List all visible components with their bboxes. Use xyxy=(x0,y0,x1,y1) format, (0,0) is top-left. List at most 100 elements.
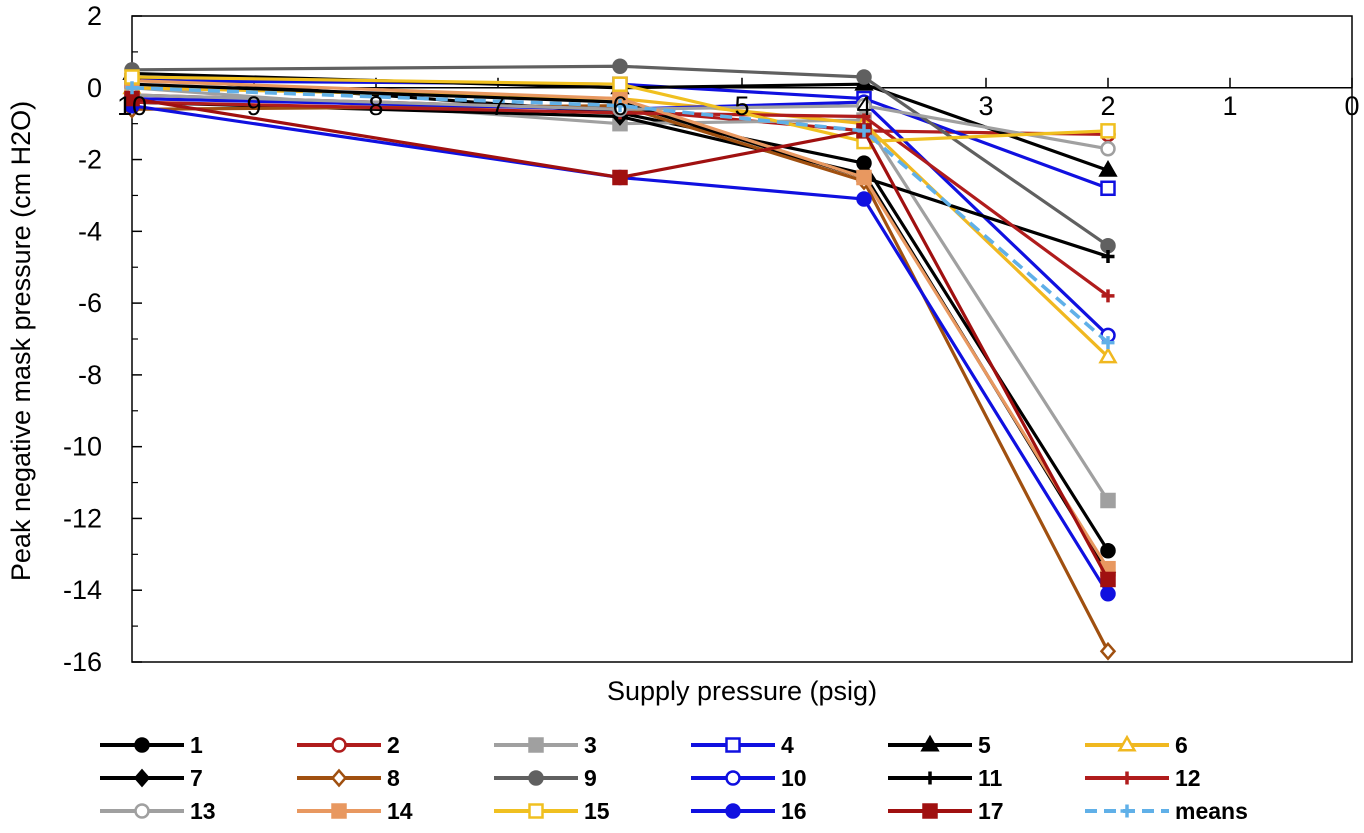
series-group xyxy=(122,58,1118,661)
data-point-3-3 xyxy=(1100,492,1116,509)
legend-marker xyxy=(331,737,347,753)
series-line-15 xyxy=(131,75,1109,144)
x-tick-label: 0 xyxy=(1344,91,1359,121)
legend-marker xyxy=(922,803,938,819)
data-point-9-1 xyxy=(612,58,628,74)
legend-marker xyxy=(920,734,940,752)
legend-item-16: 16 xyxy=(691,798,807,824)
data-point-15-3 xyxy=(1100,123,1116,139)
legend-marker xyxy=(528,803,544,819)
series-line-means xyxy=(131,85,1110,344)
x-tick-label: 1 xyxy=(1222,91,1237,121)
legend-item-7: 7 xyxy=(100,765,203,791)
legend-label: 4 xyxy=(781,732,794,758)
legend-label: 13 xyxy=(190,798,216,824)
series-line-9 xyxy=(131,64,1109,248)
legend-marker xyxy=(134,737,150,753)
legend-label: means xyxy=(1175,798,1248,824)
legend-label: 2 xyxy=(387,732,400,758)
series-line-11 xyxy=(131,82,1109,258)
legend-marker xyxy=(725,770,741,786)
legend-label: 16 xyxy=(781,798,807,824)
series-line-14 xyxy=(131,79,1110,570)
data-point-13-2 xyxy=(856,97,872,114)
legend-marker xyxy=(1120,771,1134,785)
data-point-11-3 xyxy=(1101,249,1115,263)
x-tick-label: 6 xyxy=(612,91,627,121)
x-tick-label: 5 xyxy=(734,91,749,121)
y-tick-label: -16 xyxy=(63,647,102,677)
y-axis-title: Peak negative mask pressure (cm H2O) xyxy=(6,101,36,581)
legend-item-17: 17 xyxy=(888,798,1004,824)
data-point-14-2 xyxy=(856,169,872,186)
x-axis-title: Supply pressure (psig) xyxy=(607,676,877,706)
legend-item-3: 3 xyxy=(494,732,597,758)
y-tick-label: -4 xyxy=(78,216,102,246)
series-17 xyxy=(124,90,1116,588)
legend-item-2: 2 xyxy=(297,732,400,758)
y-tick-label: -8 xyxy=(78,360,102,390)
y-tick-label: -6 xyxy=(78,288,102,318)
data-point-16-3 xyxy=(1100,586,1116,602)
data-point-15-1 xyxy=(612,76,628,92)
x-tick-label: 10 xyxy=(117,91,147,121)
legend-label: 7 xyxy=(190,765,203,791)
data-point-means-0 xyxy=(125,81,139,95)
legend-label: 17 xyxy=(978,798,1004,824)
legend-marker xyxy=(725,803,741,819)
series-line-4 xyxy=(131,79,1109,190)
x-tick-label: 8 xyxy=(368,91,383,121)
series-1 xyxy=(124,69,1116,559)
legend-label: 5 xyxy=(978,732,991,758)
data-point-16-2 xyxy=(856,191,872,207)
series-15 xyxy=(124,69,1116,150)
legend-item-10: 10 xyxy=(691,765,807,791)
data-point-17-1 xyxy=(612,169,628,186)
x-tick-label: 4 xyxy=(856,91,871,121)
data-point-1-3 xyxy=(1100,542,1116,559)
data-point-9-2 xyxy=(856,69,872,85)
legend-item-14: 14 xyxy=(297,798,413,824)
data-point-means-3 xyxy=(1101,336,1115,350)
data-point-8-3 xyxy=(1099,641,1117,661)
x-tick-label: 7 xyxy=(490,91,505,121)
legend-label: 9 xyxy=(584,765,597,791)
series-line-17 xyxy=(131,96,1110,581)
y-tick-label: -10 xyxy=(63,432,102,462)
y-tick-label: -12 xyxy=(63,503,102,533)
legend-marker xyxy=(923,771,937,785)
legend-marker xyxy=(331,803,347,819)
legend-item-11: 11 xyxy=(888,765,1003,791)
y-tick-label: 2 xyxy=(87,1,102,31)
legend-item-1: 1 xyxy=(100,732,203,758)
series-line-16 xyxy=(131,104,1110,595)
legend-marker xyxy=(330,768,348,788)
data-point-means-2 xyxy=(857,124,871,138)
legend-label: 3 xyxy=(584,732,597,758)
series-means xyxy=(125,81,1115,350)
series-9 xyxy=(124,58,1116,254)
legend-item-9: 9 xyxy=(494,765,597,791)
x-tick-label: 2 xyxy=(1100,91,1115,121)
legend-item-8: 8 xyxy=(297,765,400,791)
legend-item-means: means xyxy=(1085,798,1248,824)
legend-label: 15 xyxy=(584,798,610,824)
legend-marker xyxy=(528,770,544,786)
data-point-13-3 xyxy=(1100,141,1116,157)
data-point-12-3 xyxy=(1101,289,1115,303)
legend-marker xyxy=(528,737,544,753)
legend-item-15: 15 xyxy=(494,798,610,824)
x-tick-label: 9 xyxy=(246,91,261,121)
legend-marker xyxy=(133,768,151,788)
data-point-means-1 xyxy=(613,99,627,113)
legend-item-4: 4 xyxy=(691,732,794,758)
legend-marker xyxy=(134,803,150,819)
series-line-13 xyxy=(131,93,1109,151)
legend-marker xyxy=(725,737,741,753)
legend-label: 1 xyxy=(190,732,203,758)
data-point-5-3 xyxy=(1098,160,1118,177)
series-line-12 xyxy=(131,100,1109,298)
